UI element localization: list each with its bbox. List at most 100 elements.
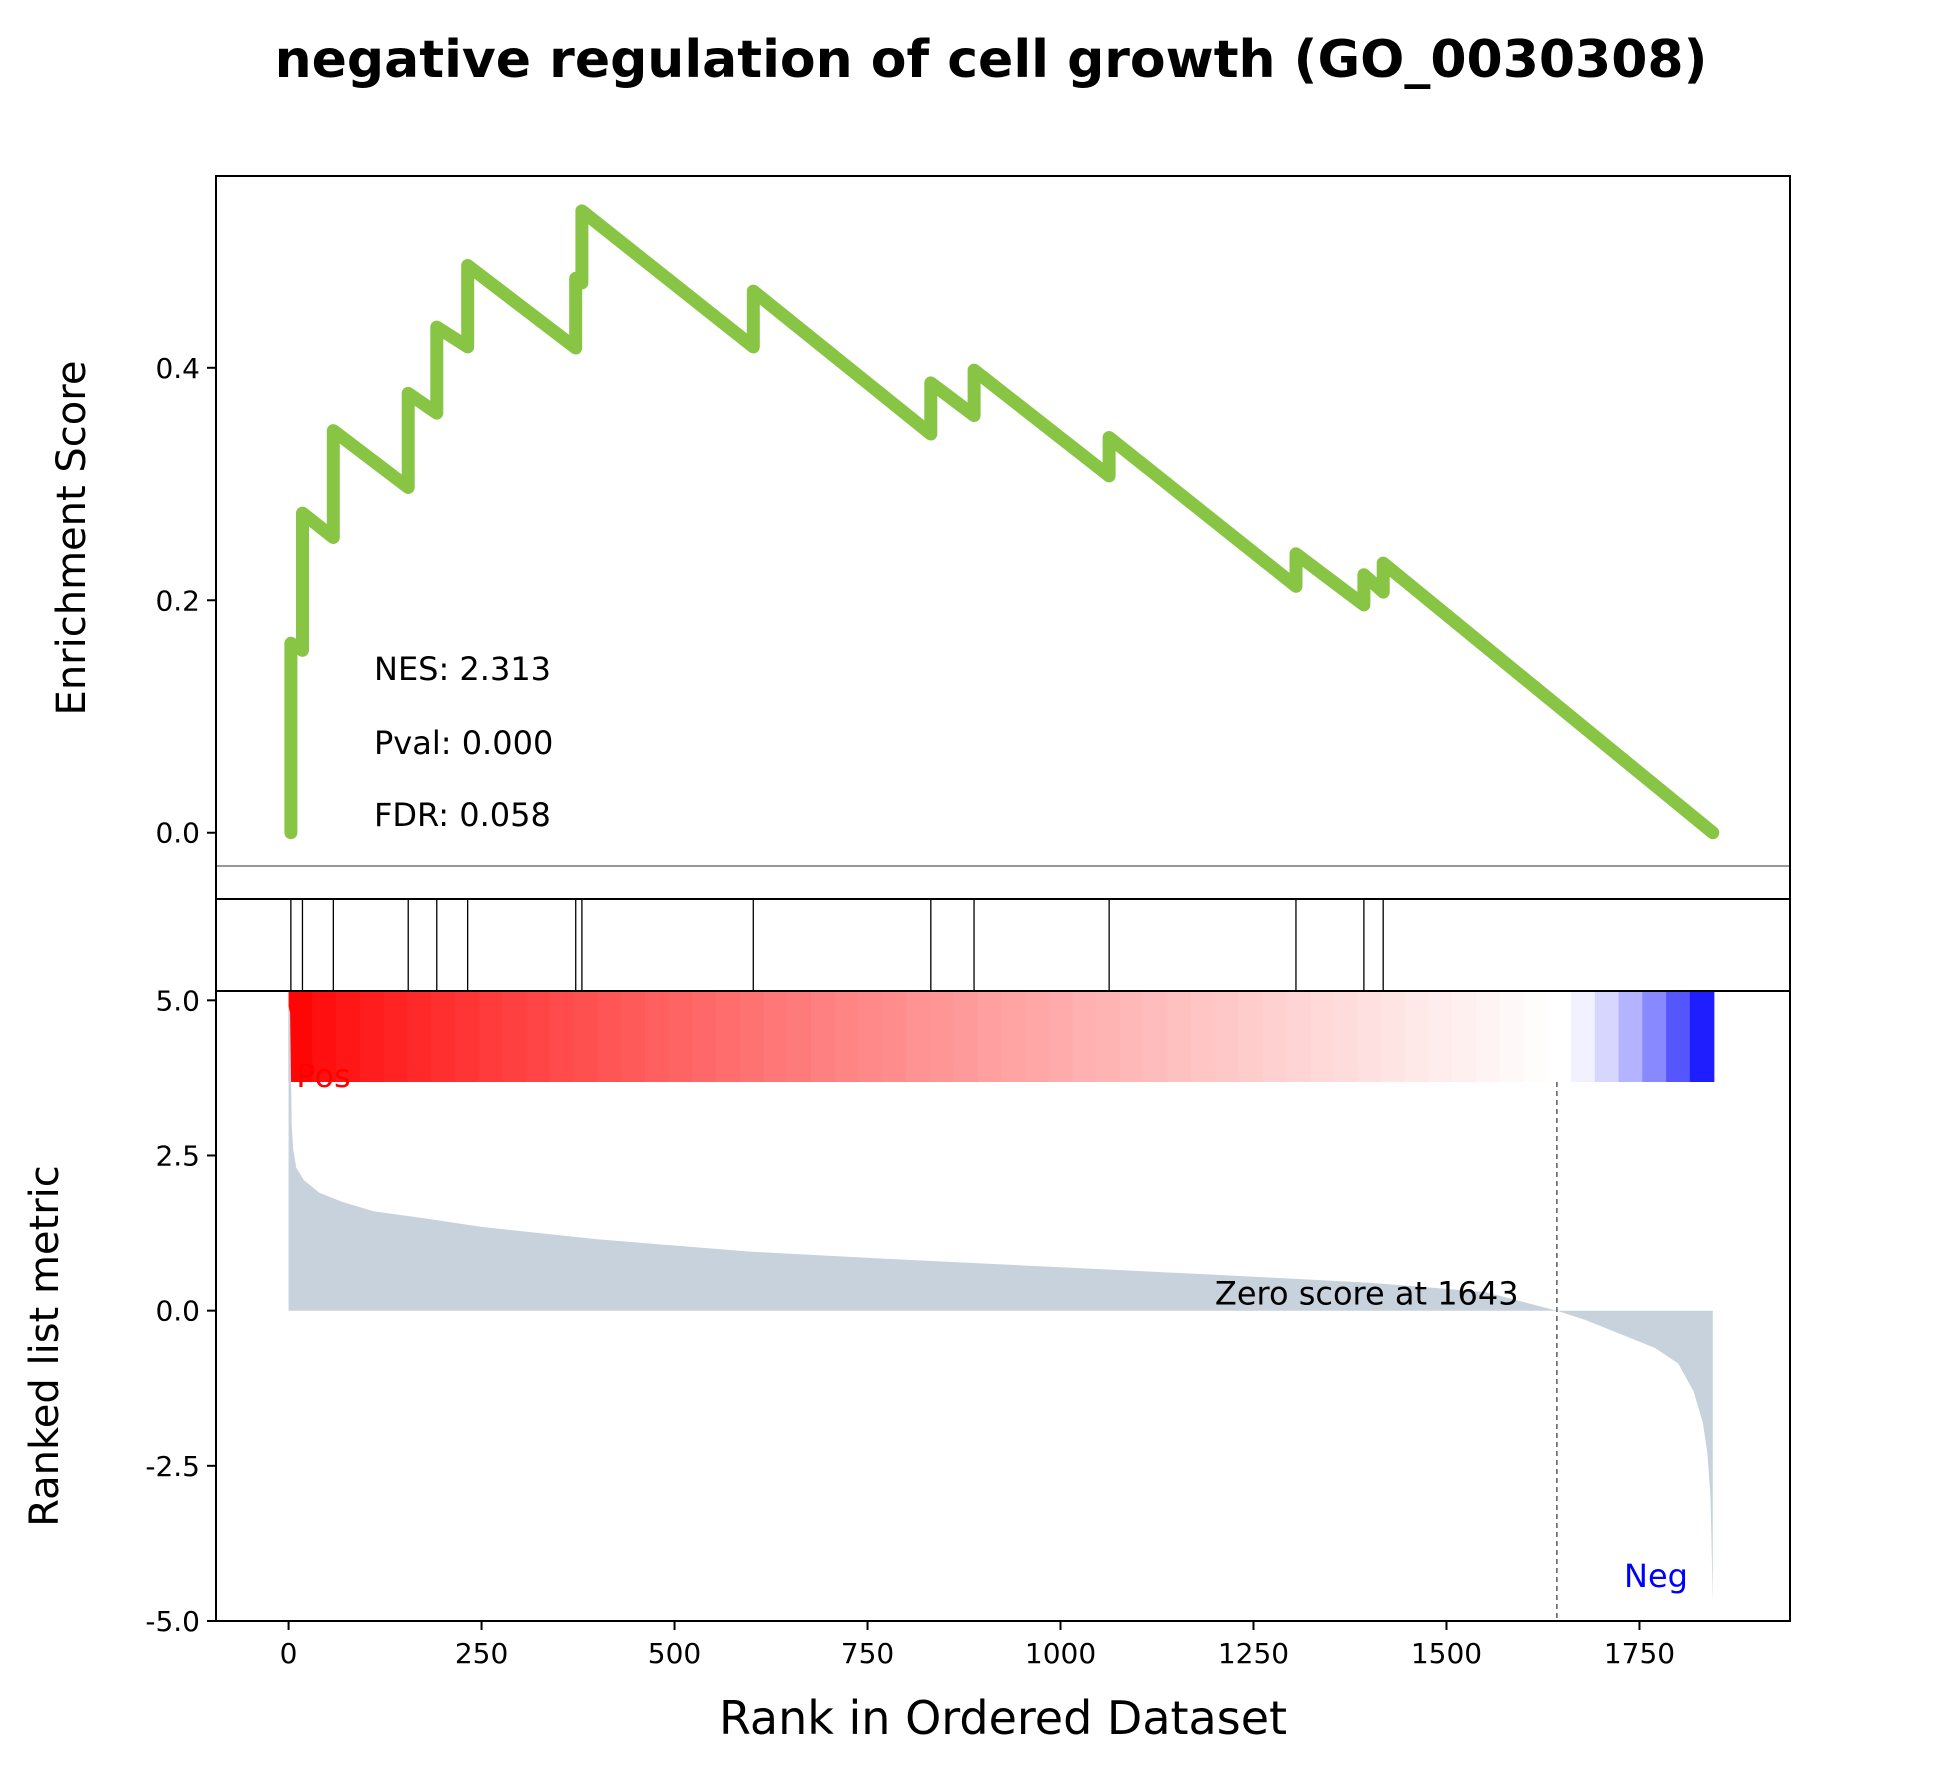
- colorbar-segment: [834, 991, 860, 1082]
- colorbar-segment: [1167, 991, 1192, 1082]
- metric-y-tick-label: 2.5: [155, 1139, 200, 1172]
- ranked-metric-area: [288, 1006, 1713, 1603]
- x-axis-label: Rank in Ordered Dataset: [719, 1691, 1287, 1745]
- colorbar-segment: [1689, 991, 1715, 1082]
- colorbar-segment: [1143, 991, 1169, 1082]
- colorbar-segment: [1428, 991, 1454, 1082]
- x-tick-label: 1250: [1218, 1637, 1289, 1670]
- es-y-tick-label: 0.0: [155, 817, 200, 850]
- colorbar-segment: [1024, 991, 1050, 1082]
- colorbar-segment: [644, 991, 670, 1082]
- colorbar-segment: [977, 991, 1002, 1082]
- colorbar-segment: [1119, 991, 1145, 1082]
- hits-panel-frame: [215, 898, 1791, 992]
- colorbar-segment: [1001, 991, 1026, 1082]
- x-tick-label: 750: [841, 1637, 894, 1670]
- colorbar-segment: [1571, 991, 1596, 1082]
- colorbar-segment: [1476, 991, 1501, 1082]
- colorbar-segment: [1666, 991, 1691, 1082]
- colorbar-segment: [929, 991, 955, 1082]
- colorbar-segment: [1499, 991, 1525, 1082]
- rank-colorbar: [288, 991, 1715, 1082]
- colorbar-segment: [573, 991, 599, 1082]
- colorbar-segment: [1238, 991, 1264, 1082]
- colorbar-segment: [692, 991, 717, 1082]
- x-tick-label: 250: [455, 1637, 508, 1670]
- colorbar-segment: [739, 991, 765, 1082]
- hit-marks: [290, 899, 1384, 991]
- colorbar-segment: [1618, 991, 1644, 1082]
- colorbar-segment: [1357, 991, 1382, 1082]
- zero-score-label: Zero score at 1643: [1215, 1275, 1519, 1313]
- x-axis: 0 250 500 750 1000 1250 1500 1750: [280, 1621, 1675, 1670]
- colorbar-segment: [1333, 991, 1359, 1082]
- colorbar-segment: [597, 991, 622, 1082]
- colorbar-segment: [858, 991, 884, 1082]
- colorbar-segment: [1642, 991, 1667, 1082]
- metric-y-tick-label: 5.0: [155, 984, 200, 1017]
- colorbar-segment: [811, 991, 836, 1082]
- colorbar-segment: [526, 991, 551, 1082]
- colorbar-segment: [1286, 991, 1311, 1082]
- metric-y-tick-label: -5.0: [145, 1605, 200, 1638]
- pval-label: Pval: 0.000: [374, 724, 553, 762]
- colorbar-segment: [787, 991, 812, 1082]
- colorbar-segment: [882, 991, 907, 1082]
- x-tick-label: 1500: [1411, 1637, 1482, 1670]
- metric-y-axis: 5.0 2.5 0.0 -2.5 -5.0: [145, 984, 216, 1638]
- colorbar-segment: [1191, 991, 1216, 1082]
- colorbar-segment: [668, 991, 694, 1082]
- colorbar-segment: [431, 991, 456, 1082]
- nes-label: NES: 2.313: [374, 650, 551, 688]
- hits-panel: [215, 898, 1791, 992]
- colorbar-segment: [1309, 991, 1335, 1082]
- enrichment-panel: 0.0 0.2 0.4 Enrichment Score NES: 2.313 Pv…: [49, 175, 1791, 900]
- colorbar-segment: [288, 991, 314, 1082]
- metric-y-tick-label: -2.5: [145, 1450, 200, 1483]
- colorbar-segment: [1452, 991, 1477, 1082]
- colorbar-segment: [312, 991, 337, 1082]
- colorbar-segment: [1096, 991, 1121, 1082]
- colorbar-segment: [763, 991, 789, 1082]
- pos-label: Pos: [296, 1057, 350, 1095]
- colorbar-segment: [953, 991, 979, 1082]
- ranked-metric-panel: Zero score at 1643 Pos Neg 5.0 2.5 0.0 -2.5…: [22, 984, 1791, 1638]
- colorbar-segment: [621, 991, 646, 1082]
- colorbar-segment: [1547, 991, 1572, 1082]
- neg-label: Neg: [1624, 1557, 1688, 1595]
- colorbar-segment: [1523, 991, 1549, 1082]
- colorbar-segment: [1381, 991, 1406, 1082]
- es-y-tick-label: 0.4: [155, 352, 200, 385]
- metric-y-tick-label: 0.0: [155, 1295, 200, 1328]
- colorbar-segment: [407, 991, 432, 1082]
- es-y-tick-label: 0.2: [155, 584, 200, 617]
- colorbar-segment: [1214, 991, 1240, 1082]
- colorbar-segment: [502, 991, 527, 1082]
- colorbar-segment: [1072, 991, 1097, 1082]
- es-series-line: [284, 204, 1720, 840]
- es-y-axis-label: Enrichment Score: [49, 361, 95, 716]
- colorbar-segment: [454, 991, 480, 1082]
- colorbar-segment: [1594, 991, 1620, 1082]
- colorbar-segment: [336, 991, 361, 1082]
- colorbar-segment: [359, 991, 385, 1082]
- x-tick-label: 1750: [1604, 1637, 1675, 1670]
- colorbar-segment: [549, 991, 575, 1082]
- metric-panel-frame: [215, 990, 1791, 1622]
- metric-y-axis-label: Ranked list metric: [22, 1165, 68, 1527]
- colorbar-segment: [478, 991, 504, 1082]
- es-y-axis: 0.0 0.2 0.4: [155, 352, 216, 850]
- chart-title: negative regulation of cell growth (GO_0…: [275, 30, 1708, 90]
- colorbar-segment: [716, 991, 741, 1082]
- colorbar-segment: [383, 991, 409, 1082]
- fdr-label: FDR: 0.058: [374, 796, 551, 834]
- x-tick-label: 500: [648, 1637, 701, 1670]
- colorbar-segment: [1262, 991, 1287, 1082]
- colorbar-segment: [1048, 991, 1074, 1082]
- colorbar-segment: [906, 991, 931, 1082]
- x-tick-label: 1000: [1025, 1637, 1096, 1670]
- x-tick-label: 0: [280, 1637, 298, 1670]
- es-panel-frame: [215, 175, 1791, 900]
- colorbar-segment: [1404, 991, 1430, 1082]
